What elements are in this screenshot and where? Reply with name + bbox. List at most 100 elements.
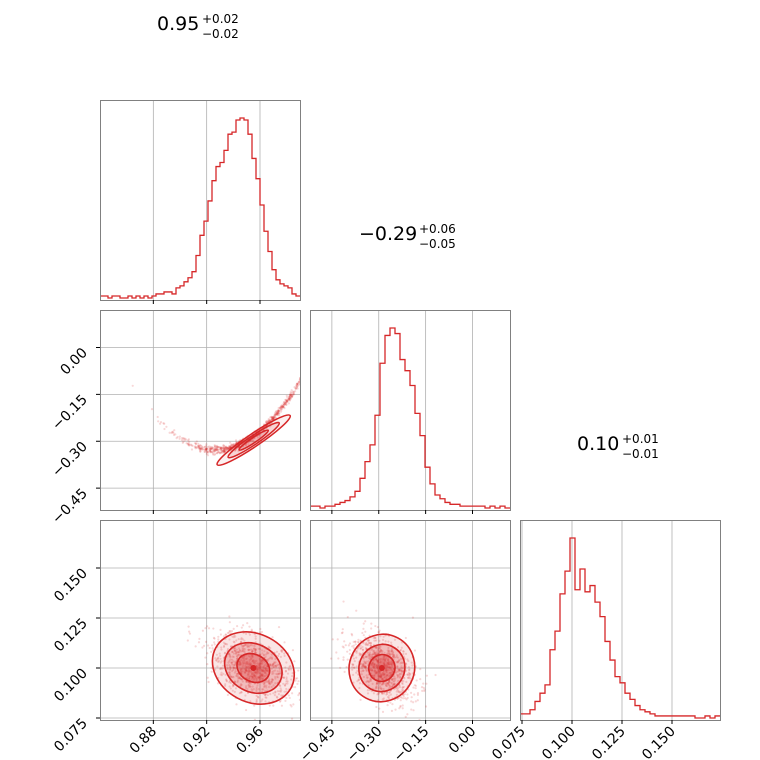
sample-point — [198, 444, 201, 447]
sample-point — [386, 659, 390, 662]
sample-point — [384, 665, 388, 668]
sample-point — [367, 639, 370, 642]
sample-point — [239, 684, 242, 687]
sample-point — [274, 677, 277, 680]
sample-point — [204, 445, 208, 448]
sample-point — [210, 650, 213, 653]
sample-point — [303, 717, 305, 719]
sample-point — [234, 687, 238, 690]
sample-point — [379, 685, 382, 688]
sample-point — [376, 666, 379, 669]
sample-point — [195, 446, 198, 449]
sample-point — [249, 682, 252, 685]
sample-point — [203, 448, 206, 451]
sample-point — [387, 674, 390, 677]
sample-point — [223, 450, 226, 454]
sample-point — [297, 694, 300, 697]
sample-point — [261, 688, 264, 691]
sample-point — [228, 445, 231, 448]
sample-point — [393, 656, 397, 659]
sample-point — [411, 664, 414, 667]
sample-point — [233, 634, 236, 637]
sample-point — [236, 680, 239, 684]
sample-point — [240, 638, 243, 641]
sample-point — [342, 656, 345, 659]
sample-point — [368, 657, 372, 661]
sample-point — [270, 657, 274, 660]
sample-point — [222, 451, 225, 454]
sample-point — [326, 332, 328, 334]
title-2-minus: −0.01 — [622, 447, 659, 461]
sample-point — [228, 660, 231, 663]
sample-point — [268, 683, 271, 686]
sample-point — [228, 663, 231, 667]
sample-point — [377, 669, 380, 672]
sample-point — [204, 448, 207, 451]
sample-point — [244, 664, 247, 668]
sample-point — [287, 397, 291, 400]
sample-point — [231, 685, 234, 688]
sample-point — [229, 445, 232, 448]
sample-point — [215, 444, 219, 447]
sample-point — [241, 680, 244, 683]
sample-point — [262, 653, 266, 656]
sample-point — [403, 677, 406, 680]
sample-point — [382, 655, 386, 658]
sample-point — [244, 694, 247, 697]
sample-point — [254, 660, 257, 663]
sample-point — [386, 704, 389, 707]
sample-point — [355, 656, 358, 659]
sample-point — [406, 696, 409, 700]
sample-point — [264, 693, 267, 697]
sample-point — [244, 708, 248, 712]
sample-point — [214, 657, 217, 660]
sample-point — [369, 644, 373, 647]
sample-point — [377, 659, 380, 663]
sample-point — [247, 654, 250, 658]
sample-point — [388, 691, 391, 694]
sample-point — [383, 676, 386, 679]
sample-point — [267, 646, 271, 649]
sample-point — [340, 632, 344, 635]
sample-point — [258, 664, 261, 667]
sample-point — [238, 691, 241, 695]
sample-point — [282, 405, 285, 409]
sample-point — [223, 448, 226, 451]
sample-point — [253, 675, 257, 678]
sample-point — [205, 443, 208, 446]
sample-point — [371, 669, 374, 672]
sample-point — [231, 669, 234, 673]
sample-point — [286, 672, 290, 675]
sample-point — [277, 410, 280, 413]
sample-point — [213, 453, 216, 456]
sample-point — [194, 447, 197, 450]
y-tick-label-param-2: 0.075 — [51, 716, 91, 756]
sample-point — [399, 648, 403, 652]
sample-point — [254, 662, 257, 665]
sample-point — [223, 450, 226, 453]
sample-point — [205, 447, 208, 450]
sample-point — [275, 411, 278, 414]
sample-point — [281, 649, 284, 652]
sample-point — [204, 447, 207, 451]
sample-point — [402, 689, 405, 692]
sample-point — [381, 710, 385, 713]
sample-point — [278, 406, 281, 409]
sample-point — [296, 382, 299, 385]
sample-point — [388, 653, 391, 656]
sample-point — [201, 629, 204, 632]
sample-point — [418, 718, 421, 720]
sample-point — [282, 402, 285, 405]
sample-point — [255, 659, 258, 662]
sample-point — [187, 625, 190, 628]
sample-point — [286, 682, 289, 685]
sample-point — [346, 650, 349, 653]
sample-point — [221, 446, 224, 449]
sample-point — [240, 626, 243, 629]
sample-point — [387, 682, 390, 685]
sample-point — [240, 640, 243, 643]
sample-point — [244, 686, 248, 689]
sample-point — [302, 375, 304, 377]
sample-point — [375, 665, 378, 668]
sample-point — [235, 657, 239, 660]
